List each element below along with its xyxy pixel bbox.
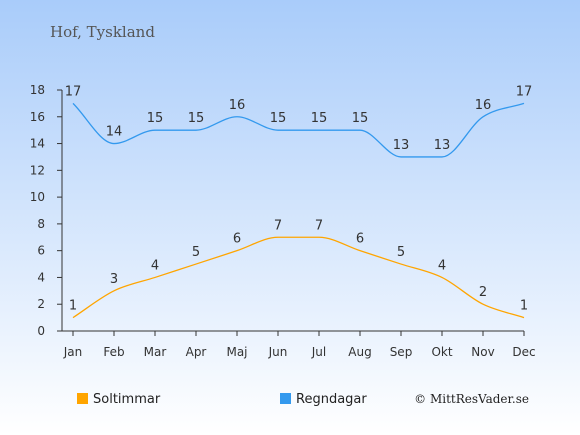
regndagar-data-label: 15 (188, 111, 205, 126)
y-tick-label: 18 (30, 83, 45, 97)
x-tick-label: Jul (311, 345, 326, 359)
x-tick-label: Maj (226, 345, 247, 359)
regndagar-legend-swatch (280, 393, 291, 404)
legend: Soltimmar Regndagar (77, 392, 367, 407)
regndagar-data-label: 16 (475, 98, 492, 113)
soltimmar-data-label: 7 (315, 218, 323, 233)
regndagar-data-label: 15 (352, 111, 369, 126)
soltimmar-data-label: 1 (520, 299, 528, 314)
regndagar-line (72, 102, 525, 158)
x-tick-label: Feb (103, 345, 124, 359)
y-tick-label: 12 (30, 163, 45, 177)
soltimmar-legend-swatch (77, 393, 88, 404)
regndagar-data-label: 17 (516, 84, 533, 99)
soltimmar-data-label: 7 (274, 218, 282, 233)
soltimmar-legend-label: Soltimmar (93, 392, 161, 407)
soltimmar-data-label: 3 (110, 272, 118, 287)
x-tick-label: Jan (63, 345, 83, 359)
chart-title: Hof, Tyskland (50, 23, 155, 41)
soltimmar-data-label: 5 (397, 245, 405, 260)
x-tick-label: Apr (186, 345, 207, 359)
x-tick-label: Mar (144, 345, 167, 359)
soltimmar-data-label: 1 (69, 299, 77, 314)
soltimmar-data-label: 4 (438, 258, 446, 273)
soltimmar-data-label: 5 (192, 245, 200, 260)
soltimmar-data-label: 2 (479, 285, 487, 300)
regndagar-data-label: 15 (147, 111, 164, 126)
y-tick-label: 16 (30, 110, 45, 124)
y-tick-label: 8 (37, 217, 45, 231)
credit-text: © MittResVader.se (414, 392, 529, 406)
soltimmar-data-label: 6 (233, 232, 241, 247)
x-tick-group: Jan Feb Mar Apr Maj Jun Jul Aug Sep Okt Nov Dec (63, 331, 536, 359)
y-tick-label: 6 (37, 244, 45, 258)
y-tick-label: 4 (37, 270, 45, 284)
regndagar-data-label: 15 (311, 111, 328, 126)
y-tick-label: 10 (30, 190, 45, 204)
regndagar-data-label: 14 (106, 125, 123, 140)
regndagar-data-label: 15 (270, 111, 287, 126)
regndagar-data-label: 13 (434, 138, 451, 153)
regndagar-legend-label: Regndagar (296, 392, 367, 407)
y-tick-group: 0 2 4 6 8 10 12 14 16 18 (30, 83, 62, 338)
x-tick-label: Okt (431, 345, 452, 359)
y-tick-label: 2 (37, 297, 45, 311)
x-tick-label: Sep (390, 345, 413, 359)
soltimmar-data-label: 4 (151, 258, 159, 273)
y-tick-label: 0 (37, 324, 45, 338)
regndagar-data-label: 13 (393, 138, 410, 153)
regndagar-data-label: 17 (65, 84, 82, 99)
x-tick-label: Aug (348, 345, 371, 359)
regndagar-data-label: 16 (229, 98, 246, 113)
soltimmar-data-label: 6 (356, 232, 364, 247)
soltimmar-line (72, 236, 525, 319)
x-tick-label: Jun (268, 345, 288, 359)
x-tick-label: Nov (471, 345, 494, 359)
x-tick-label: Dec (512, 345, 535, 359)
y-tick-label: 14 (30, 137, 45, 151)
